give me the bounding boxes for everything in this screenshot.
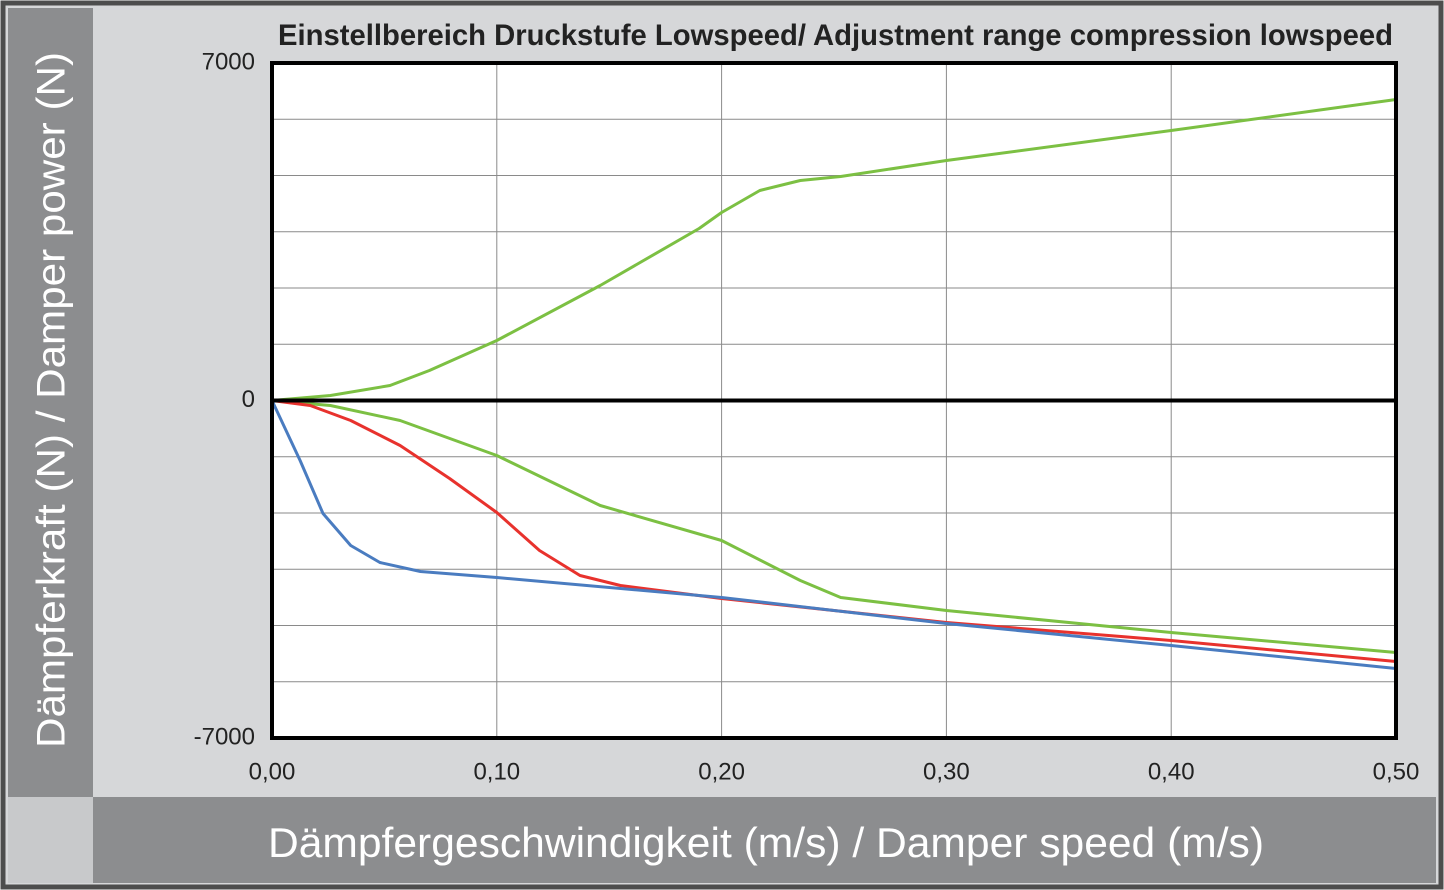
x-tick-label: 0,30 (923, 758, 970, 785)
corner (8, 797, 93, 883)
series-line (271, 98, 1397, 402)
y-tick-label: -7000 (194, 723, 255, 750)
y-label-strip (8, 8, 93, 797)
x-tick-label: 0,10 (473, 758, 520, 785)
x-tick-label: 0,20 (698, 758, 745, 785)
axes: 0,00 0,10 0,20 0,30 0,40 0,50 -7000 0 7000 (194, 48, 1420, 785)
lines (270, 98, 1397, 670)
chart-title: Einstellbereich Druckstufe Lowspeed/ Adj… (278, 19, 1393, 52)
x-tick-label: 0,40 (1148, 758, 1195, 785)
y-axis-label: Dämpferkraft (N) / Damper power (N) (30, 52, 74, 748)
y-tick-label: 7000 (202, 48, 255, 75)
x-tick-label: 0,00 (249, 758, 296, 785)
y-tick-label: 0 (242, 386, 255, 413)
x-axis-label: Dämpfergeschwindigkeit (m/s) / Damper sp… (268, 819, 1264, 866)
x-label-strip (93, 797, 1436, 883)
plot-border (270, 61, 1398, 740)
x-tick-label: 0,50 (1373, 758, 1420, 785)
series-line (270, 399, 1397, 670)
series-line (271, 399, 1397, 654)
